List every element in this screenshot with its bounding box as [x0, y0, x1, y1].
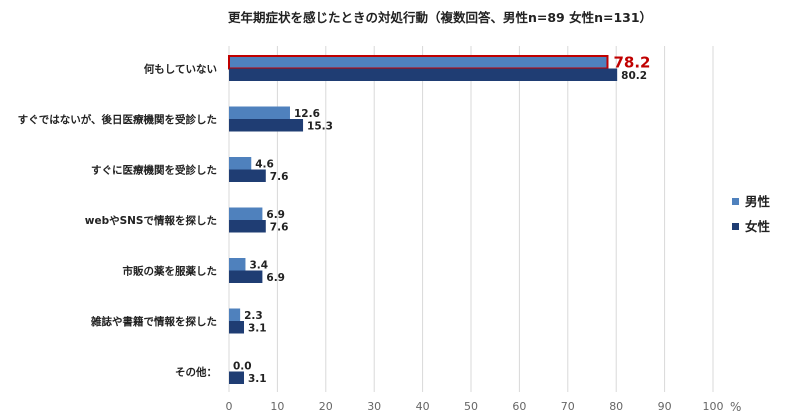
bar-male	[228, 55, 609, 70]
data-label: 6.9	[266, 272, 285, 284]
x-tick-label: 70	[561, 400, 575, 413]
category-label: 雑誌や書籍で情報を探した	[90, 315, 217, 328]
chart-title: 更年期症状を感じたときの対処行動（複数回答、男性n=89 女性n=131）	[228, 10, 652, 25]
x-axis: 0 10 20 30 40 50 60 70 80 90 100%	[226, 400, 742, 414]
x-tick-label: 30	[367, 400, 381, 413]
legend-swatch	[732, 198, 739, 205]
data-label: 4.6	[255, 158, 274, 170]
x-tick-label: 20	[319, 400, 333, 413]
bar-female	[229, 270, 263, 283]
bar-male	[229, 157, 252, 170]
legend-label: 男性	[745, 194, 771, 209]
grid	[228, 46, 714, 392]
bar-male	[229, 308, 241, 321]
data-label: 15.3	[307, 120, 333, 132]
data-label: 3.1	[248, 322, 267, 334]
category-label: その他：	[175, 366, 217, 379]
legend-swatch	[732, 223, 739, 230]
x-axis-unit: %	[730, 400, 741, 414]
bars	[228, 55, 618, 384]
category-label: webやSNSで情報を探した	[85, 214, 217, 227]
data-label: 3.4	[249, 259, 268, 271]
x-tick-label: 10	[270, 400, 284, 413]
data-label: 2.3	[244, 310, 263, 322]
bar-female	[229, 371, 245, 384]
category-label: 何もしていない	[144, 63, 217, 76]
data-label: 6.9	[266, 209, 285, 221]
category-label: すぐに医療機関を受診した	[91, 164, 217, 177]
data-label: 12.6	[294, 108, 320, 120]
bar-female	[229, 321, 245, 334]
legend-label: 女性	[745, 219, 771, 234]
x-tick-label: 50	[464, 400, 478, 413]
category-label: 市販の薬を服薬した	[123, 265, 218, 278]
bar-male	[229, 106, 290, 119]
bar-female	[229, 169, 266, 182]
bar-female	[229, 220, 266, 233]
data-label: 3.1	[248, 373, 267, 385]
x-tick-label: 80	[609, 400, 623, 413]
data-label: 80.2	[621, 70, 647, 82]
x-tick-label: 60	[512, 400, 526, 413]
bar-male	[229, 258, 246, 271]
data-label: 7.6	[270, 171, 289, 183]
category-label: すぐではないが、後日医療機関を受診した	[18, 113, 217, 126]
x-tick-label: 90	[658, 400, 672, 413]
bar-female	[229, 68, 618, 81]
x-tick-label: 0	[226, 400, 233, 413]
x-tick-label: 40	[416, 400, 430, 413]
data-label: 7.6	[270, 221, 289, 233]
bar-female	[229, 119, 304, 132]
bar-male	[229, 207, 263, 220]
data-label: 0.0	[233, 360, 252, 372]
data-label: 78.2	[613, 53, 650, 71]
x-tick-label: 100	[703, 400, 724, 413]
